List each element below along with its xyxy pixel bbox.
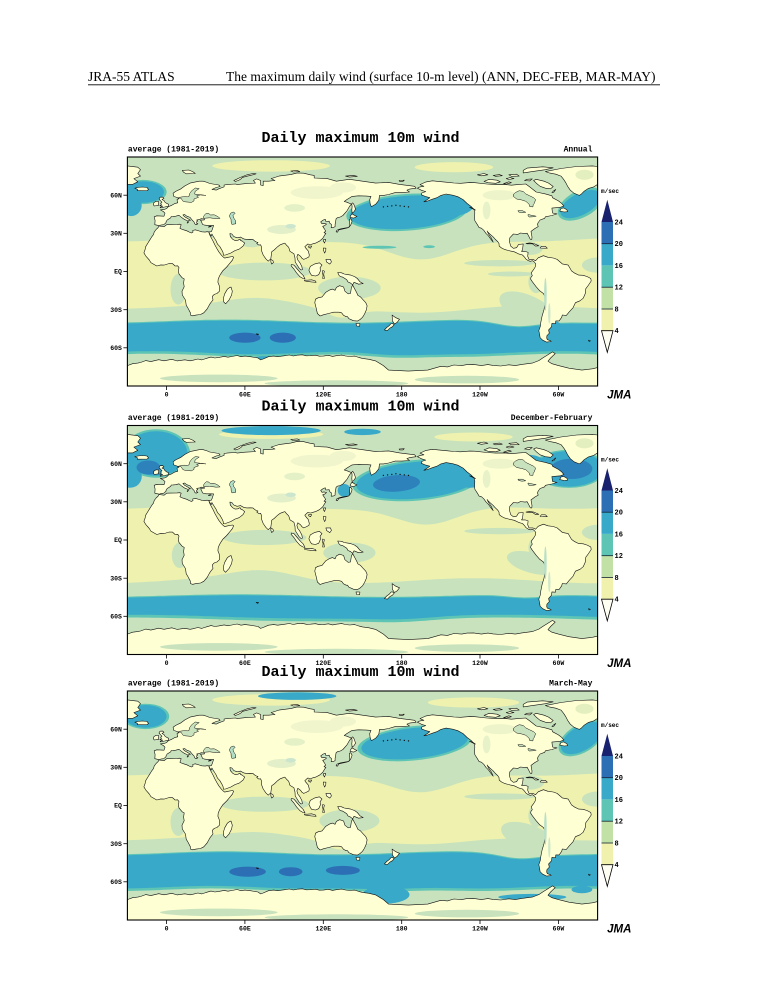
svg-text:March-May: March-May bbox=[549, 680, 592, 689]
svg-text:December-February: December-February bbox=[511, 414, 593, 423]
svg-text:The maximum daily wind (surfac: The maximum daily wind (surface 10-m lev… bbox=[226, 69, 656, 84]
svg-text:JRA-55 ATLAS: JRA-55 ATLAS bbox=[88, 69, 175, 84]
svg-text:Annual: Annual bbox=[564, 146, 593, 155]
